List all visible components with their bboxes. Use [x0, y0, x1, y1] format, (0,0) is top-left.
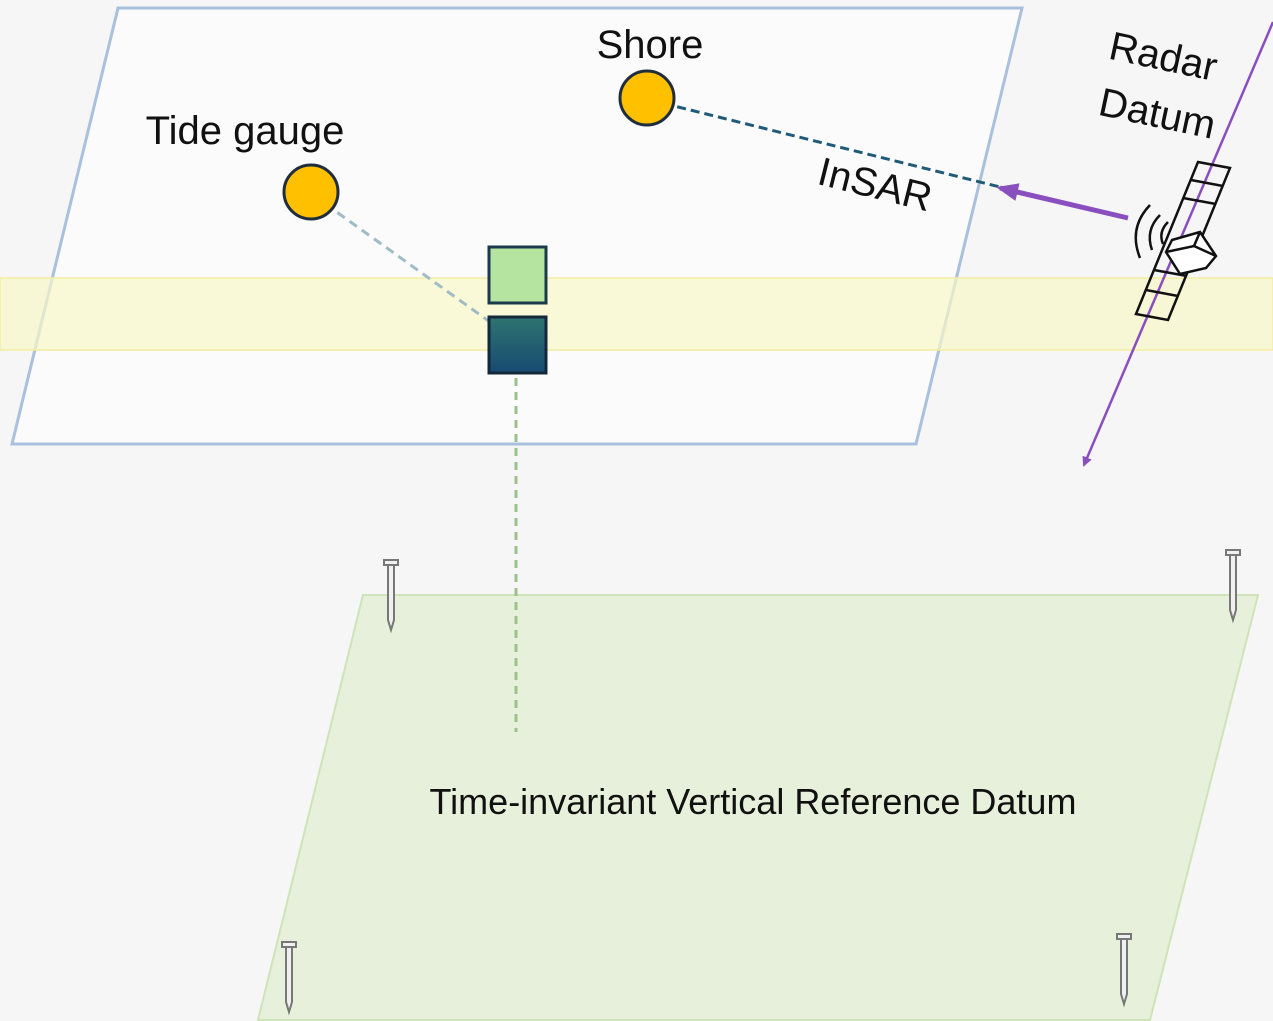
reference-plane — [256, 594, 1260, 1021]
nails — [281, 549, 1241, 1016]
satellite — [1134, 160, 1232, 322]
upper-box — [487, 245, 548, 305]
water-band — [0, 277, 1273, 351]
tide-gauge-label: Tide gauge — [146, 109, 345, 153]
lower-box — [487, 315, 548, 375]
shore-marker — [618, 69, 676, 127]
insar-link — [649, 98, 1001, 189]
shore-label: Shore — [597, 23, 704, 67]
tide-link — [312, 193, 491, 324]
tide-gauge-marker — [282, 163, 340, 221]
reference-datum-label: Time-invariant Vertical Reference Datum — [430, 781, 1077, 822]
radar-beam — [996, 183, 1129, 221]
